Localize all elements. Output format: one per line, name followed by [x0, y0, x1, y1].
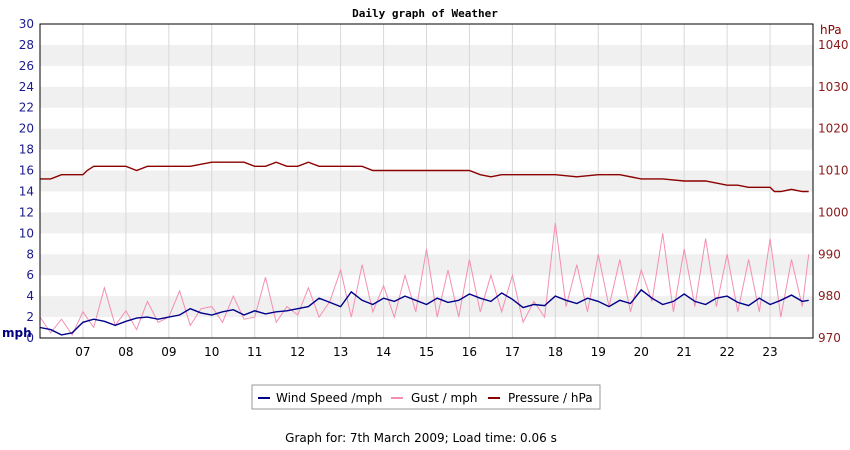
left-tick-label: 26: [19, 59, 34, 73]
left-tick-label: 8: [26, 247, 34, 261]
x-tick-label: 09: [161, 345, 176, 359]
left-tick-label: 28: [19, 38, 34, 52]
x-tick-label: 18: [548, 345, 563, 359]
plot-border: [39, 23, 814, 339]
left-tick-label: 16: [19, 164, 34, 178]
left-tick-label: 2: [26, 310, 34, 324]
x-tick-label: 16: [462, 345, 477, 359]
left-tick-label: 12: [19, 205, 34, 219]
left-tick-label: 14: [19, 184, 34, 198]
x-tick-label: 08: [118, 345, 133, 359]
left-tick-label: 6: [26, 268, 34, 282]
left-tick-label: 4: [26, 289, 34, 303]
right-tick-label: 970: [818, 331, 841, 345]
footer-text: Graph for: 7th March 2009; Load time: 0.…: [285, 431, 557, 445]
legend-box: [251, 384, 601, 410]
x-tick-label: 21: [677, 345, 692, 359]
x-tick-label: 20: [634, 345, 649, 359]
series-line-pressure-hpa: [40, 161, 809, 193]
left-tick-label: 0: [26, 331, 34, 345]
x-tick-label: 22: [719, 345, 734, 359]
left-tick-label: 22: [19, 101, 34, 115]
left-tick-label: 30: [19, 17, 34, 31]
right-tick-label: 990: [818, 247, 841, 261]
right-tick-label: 1040: [818, 38, 849, 52]
right-tick-label: 1010: [818, 164, 849, 178]
x-tick-label: 19: [591, 345, 606, 359]
x-tick-label: 15: [419, 345, 434, 359]
x-tick-label: 14: [376, 345, 391, 359]
right-axis-unit: hPa: [820, 23, 842, 37]
x-tick-label: 17: [505, 345, 520, 359]
left-tick-label: 24: [19, 80, 34, 94]
x-axis-ticks: 07 08 09 10 11 12 13 14 15 16 17 18 19 20 21 22 23: [75, 345, 777, 359]
x-tick-label: 11: [247, 345, 262, 359]
right-axis-ticks: 970 980 990 1000 1010 1020 1030 1040: [818, 38, 849, 345]
left-tick-label: 10: [19, 226, 34, 240]
chart-title: Daily graph of Weather: [352, 7, 498, 20]
left-tick-label: 20: [19, 122, 34, 136]
series-line-wind-speed-mph: [39, 288, 809, 336]
x-tick-label: 23: [762, 345, 777, 359]
right-tick-label: 1030: [818, 80, 849, 94]
legend-label-gust: Gust / mph: [411, 391, 477, 405]
x-tick-label: 12: [290, 345, 305, 359]
legend: Wind Speed /mph Gust / mph Pressure / hP…: [251, 384, 601, 410]
right-tick-label: 980: [818, 289, 841, 303]
x-tick-label: 07: [75, 345, 90, 359]
left-axis-unit: mph: [2, 326, 32, 340]
x-tick-label: 10: [204, 345, 219, 359]
legend-label-wind-speed: Wind Speed /mph: [276, 391, 382, 405]
vertical-gridlines: [82, 24, 771, 338]
right-tick-label: 1000: [818, 205, 849, 219]
x-tick-label: 13: [333, 345, 348, 359]
right-tick-label: 1020: [818, 122, 849, 136]
legend-label-pressure: Pressure / hPa: [508, 391, 593, 405]
left-tick-label: 18: [19, 143, 34, 157]
series-layer: [39, 161, 810, 336]
